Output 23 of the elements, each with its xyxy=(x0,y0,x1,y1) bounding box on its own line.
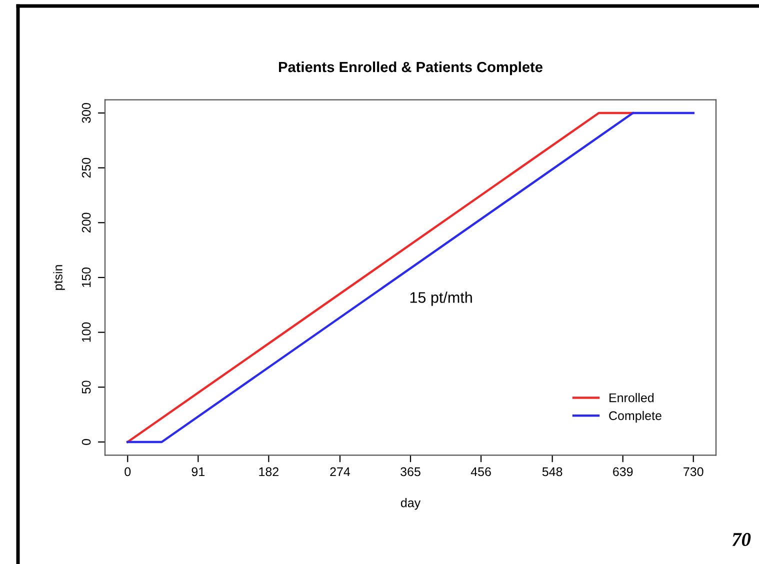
x-tick-label: 91 xyxy=(192,467,204,476)
legend-label: Enrolled xyxy=(610,393,654,402)
text: 70 xyxy=(732,532,751,546)
y-tick-label: 0 xyxy=(82,439,91,445)
y-tick-label: 250 xyxy=(82,158,91,178)
y-tick-label: 100 xyxy=(82,322,91,342)
y-tick-label: 50 xyxy=(82,380,91,394)
x-tick-label: 639 xyxy=(613,467,633,476)
x-tick-label: 730 xyxy=(684,467,704,476)
x-tick-label: 0 xyxy=(124,467,131,476)
annotation: 15 pt/mth xyxy=(410,292,472,306)
x-tick-label: 365 xyxy=(400,467,420,476)
y-tick-label: 150 xyxy=(82,268,91,287)
x-tick-label: 456 xyxy=(470,467,491,476)
legend-label: Complete xyxy=(609,410,662,423)
y-tick-label: 300 xyxy=(82,103,91,123)
y-tick-label: 200 xyxy=(82,212,91,232)
x-tick-label: 548 xyxy=(542,467,562,476)
y-axis-title: ptsin xyxy=(53,265,65,290)
x-tick-label: 274 xyxy=(330,467,350,476)
x-axis-title: day xyxy=(400,498,421,510)
chart-title: Patients Enrolled & Patients Complete xyxy=(278,61,543,76)
x-tick-label: 182 xyxy=(259,467,278,476)
